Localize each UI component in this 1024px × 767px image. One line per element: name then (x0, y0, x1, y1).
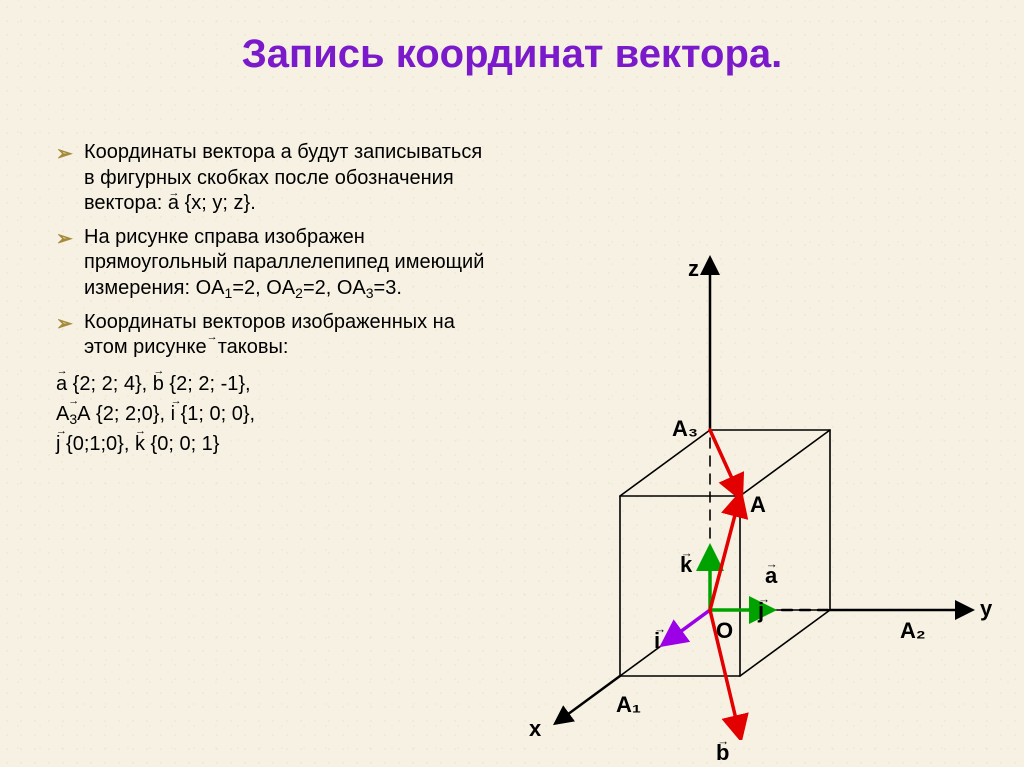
diagram-label: z (688, 256, 699, 282)
slide: Запись координат вектора. ➢ Координаты в… (0, 0, 1024, 767)
diagram-label: j (758, 598, 764, 624)
bullet-chevron-icon: ➢ (56, 227, 73, 253)
diagram-label: a (765, 563, 777, 589)
slide-title: Запись координат вектора. (0, 32, 1024, 77)
diagram-label: b (716, 740, 729, 766)
bullet-text: Координаты векторов изображенных на этом… (84, 311, 455, 359)
diagram-label: A₂ (900, 618, 926, 644)
diagram-label: O (716, 618, 733, 644)
diagram-3d: zyxOA₃AA₂A₁abkji (490, 250, 1010, 740)
footnote-line: a {2; 2; 4}, b {2; 2; -1}, (56, 369, 486, 399)
footnote-block: a {2; 2; 4}, b {2; 2; -1}, A3A {2; 2;0},… (56, 369, 486, 459)
diagram-label: A (750, 492, 766, 518)
diagram-label: A₃ (672, 416, 698, 442)
footnote-line: A3A {2; 2;0}, i {1; 0; 0}, (56, 399, 486, 429)
bullet-chevron-icon: ➢ (56, 312, 73, 338)
diagram-label: k (680, 552, 692, 578)
diagram-label: x (529, 716, 541, 742)
diagram-label: i (654, 628, 660, 654)
bullet-item: ➢ Координаты векторов изображенных на эт… (56, 310, 486, 361)
bullet-text: Координаты вектора а будут записываться … (84, 141, 482, 214)
bullet-chevron-icon: ➢ (56, 142, 73, 168)
content-column: ➢ Координаты вектора а будут записыватьс… (56, 140, 486, 459)
diagram-label: y (980, 596, 992, 622)
bullet-text: На рисунке справа изображен прямоугольны… (84, 226, 484, 299)
footnote-line: j {0;1;0}, k {0; 0; 1} (56, 429, 486, 459)
diagram-label: A₁ (616, 692, 641, 718)
bullet-item: ➢ Координаты вектора а будут записыватьс… (56, 140, 486, 217)
bullet-item: ➢ На рисунке справа изображен прямоуголь… (56, 225, 486, 302)
